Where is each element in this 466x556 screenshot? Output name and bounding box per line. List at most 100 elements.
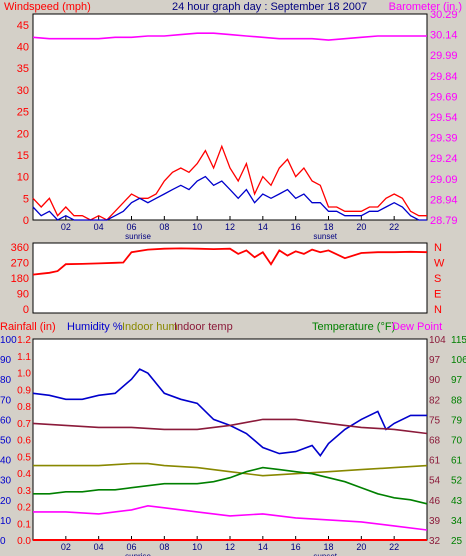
x-tick-label: 16 (291, 222, 301, 232)
barometer-tick-label: 29.09 (430, 174, 458, 186)
indoor-temp-tick-label: 104 (429, 335, 446, 346)
humidity-tick-label: 30 (0, 476, 12, 487)
humidity-tick-label: 20 (0, 496, 12, 507)
barometer-tick-label: 29.99 (430, 50, 458, 62)
temperature-tick-label: 79 (451, 415, 463, 426)
x-tick-label: 22 (389, 542, 399, 552)
humidity-tick-label: 0 (0, 536, 6, 547)
barometer-tick-label: 29.24 (430, 153, 458, 165)
x-tick-label: 06 (126, 542, 136, 552)
indoor-temp-tick-label: 68 (429, 436, 441, 447)
x-tick-label: 08 (159, 222, 169, 232)
direction-plot-area (32, 242, 428, 314)
sunrise-marker: sunrise (125, 552, 151, 556)
x-tick-label: 02 (61, 222, 71, 232)
humidity-tick-label: 90 (0, 355, 12, 366)
rain-tick-label: 0.1 (17, 519, 31, 530)
barometer-tick-label: 29.39 (430, 133, 458, 145)
rain-tick-label: 0.3 (17, 486, 31, 497)
compass-tick-label: N (434, 304, 442, 316)
humidity-tick-label: 100 (0, 335, 17, 346)
compass-tick-label: S (434, 273, 441, 285)
temperature-tick-label: 115 (451, 335, 466, 346)
climate-plot-area (32, 338, 428, 541)
direction-tick-label: 360 (11, 242, 29, 254)
indoor-temp-tick-label: 61 (429, 456, 441, 467)
wind-tick-label: 25 (17, 107, 29, 119)
direction-tick-label: 0 (23, 304, 29, 316)
rain-tick-label: 0.7 (17, 419, 31, 430)
x-tick-label: 10 (192, 542, 202, 552)
wind-tick-label: 10 (17, 172, 29, 184)
indoor-hum-axis-label: Indoor hum (122, 321, 178, 333)
wind-plot-area (32, 13, 428, 221)
series-line-wind-speed (32, 175, 427, 221)
x-tick-label: 08 (159, 542, 169, 552)
barometer-tick-label: 28.94 (430, 194, 458, 206)
barometer-tick-label: 29.84 (430, 71, 458, 83)
indoor-temp-tick-label: 32 (429, 536, 441, 547)
sunset-marker: sunset (313, 232, 337, 241)
series-line-gust (32, 144, 427, 221)
series-line-wind-direction (32, 247, 428, 276)
wind-tick-label: 30 (17, 85, 29, 97)
humidity-tick-label: 10 (0, 516, 12, 527)
temperature-tick-label: 106 (451, 355, 466, 366)
humidity-axis-label: Humidity % (67, 321, 123, 333)
chart-title: 24 hour graph day : September 18 2007 (172, 1, 367, 13)
rain-tick-label: 0.8 (17, 402, 31, 413)
x-tick-label: 14 (258, 542, 268, 552)
rain-tick-label: 0.4 (17, 469, 31, 480)
temperature-tick-label: 61 (451, 456, 463, 467)
direction-tick-label: 90 (17, 289, 29, 301)
direction-tick-label: 180 (11, 273, 29, 285)
rain-tick-label: 0.9 (17, 385, 31, 396)
temperature-axis-label: Temperature (°F) (312, 321, 395, 333)
temperature-tick-label: 97 (451, 375, 463, 386)
temperature-tick-label: 34 (451, 516, 463, 527)
humidity-tick-label: 60 (0, 415, 12, 426)
indoor-temp-axis-label: Indoor temp (174, 321, 233, 333)
humidity-tick-label: 50 (0, 436, 12, 447)
barometer-tick-label: 29.69 (430, 91, 458, 103)
direction-tick-label: 270 (11, 258, 29, 270)
series-line-barometer (32, 32, 427, 41)
wind-tick-label: 0 (23, 215, 29, 227)
x-tick-label: 20 (356, 542, 366, 552)
x-tick-label: 10 (192, 222, 202, 232)
x-tick-label: 12 (225, 222, 235, 232)
humidity-tick-label: 70 (0, 395, 12, 406)
rain-tick-label: 1.0 (17, 369, 31, 380)
rain-tick-label: 1.1 (17, 352, 31, 363)
series-line-temperature-f (33, 466, 428, 505)
barometer-tick-label: 29.54 (430, 112, 458, 124)
x-tick-label: 02 (61, 542, 71, 552)
barometer-axis-label: Barometer (in.) (389, 1, 462, 13)
indoor-temp-tick-label: 46 (429, 496, 441, 507)
wind-tick-label: 5 (23, 193, 29, 205)
rain-tick-label: 1.2 (17, 335, 31, 346)
x-tick-label: 04 (94, 542, 104, 552)
rain-tick-label: 0.2 (17, 503, 31, 514)
barometer-tick-label: 30.29 (430, 9, 458, 21)
x-tick-label: 14 (258, 222, 268, 232)
rain-axis-label: Rainfall (in) (0, 321, 56, 333)
sunset-marker: sunset (313, 552, 337, 556)
temperature-tick-label: 88 (451, 395, 463, 406)
indoor-temp-tick-label: 82 (429, 395, 441, 406)
indoor-temp-tick-label: 90 (429, 375, 441, 386)
dewpoint-axis-label: Dew Point (392, 321, 442, 333)
compass-tick-label: N (434, 242, 442, 254)
indoor-temp-tick-label: 39 (429, 516, 441, 527)
x-tick-label: 16 (291, 542, 301, 552)
x-tick-label: 20 (356, 222, 366, 232)
x-tick-label: 18 (323, 222, 333, 232)
wind-tick-label: 40 (17, 42, 29, 54)
indoor-temp-tick-label: 97 (429, 355, 441, 366)
wind-axis-label: Windspeed (mph) (4, 1, 91, 13)
x-tick-label: 04 (94, 222, 104, 232)
series-line-indoor-temp (32, 418, 428, 435)
humidity-tick-label: 80 (0, 375, 12, 386)
